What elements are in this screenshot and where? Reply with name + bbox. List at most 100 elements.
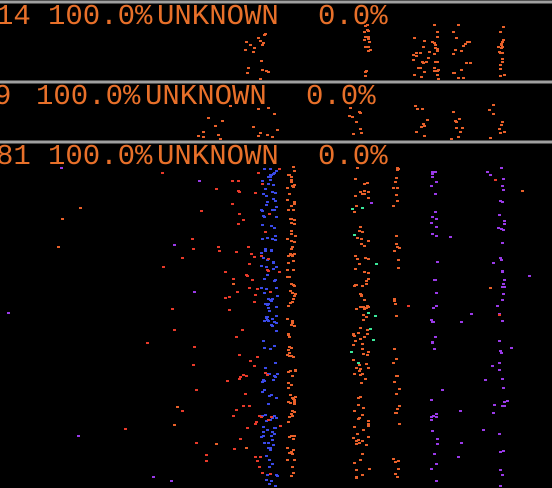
dot (231, 180, 234, 182)
dot (498, 51, 501, 53)
dot (492, 262, 495, 264)
dot (500, 167, 503, 169)
dot (221, 120, 224, 122)
dot (426, 119, 429, 121)
dot (361, 453, 364, 455)
dot (348, 115, 351, 117)
dot (503, 401, 506, 403)
dot (266, 274, 269, 276)
dot (367, 351, 370, 353)
dot (397, 468, 400, 470)
dot (395, 393, 398, 395)
dot (422, 46, 425, 48)
dot (293, 411, 296, 413)
dot (364, 75, 367, 77)
dot (290, 205, 293, 207)
dot (292, 269, 295, 271)
dot (235, 251, 238, 253)
dot (356, 167, 359, 169)
dot (258, 466, 261, 468)
dot (291, 322, 294, 324)
dot (499, 257, 502, 259)
dot (436, 31, 439, 33)
dot (363, 31, 366, 33)
dot (455, 121, 458, 123)
dot (275, 287, 278, 289)
dot (262, 193, 265, 195)
dot (355, 440, 358, 442)
dot (501, 299, 504, 301)
dot (260, 416, 263, 418)
dot (357, 397, 360, 399)
dot (257, 108, 260, 110)
dot (423, 135, 426, 137)
dot (260, 287, 263, 289)
dot (291, 410, 294, 412)
dot (367, 312, 370, 314)
dot (262, 42, 265, 44)
dot (237, 180, 240, 182)
dot (292, 356, 295, 358)
dot (267, 107, 270, 109)
dot (261, 183, 264, 185)
dot (430, 319, 433, 321)
dot (275, 170, 278, 172)
dot (354, 340, 357, 342)
dot (232, 415, 235, 417)
dot (436, 443, 439, 445)
dot (423, 40, 426, 42)
dot (425, 61, 428, 63)
dot (287, 349, 290, 351)
dot (364, 36, 367, 38)
dot (291, 320, 294, 322)
dot (501, 242, 504, 244)
dot (392, 458, 395, 460)
dot (275, 216, 278, 218)
dot (433, 42, 436, 44)
dot (434, 171, 437, 173)
dot (452, 72, 455, 74)
dot (214, 125, 217, 127)
dot (262, 426, 265, 428)
dot (291, 246, 294, 248)
dot (502, 450, 505, 452)
dot (395, 243, 398, 245)
dot (499, 485, 502, 487)
percent: 100.0% (48, 0, 153, 33)
dot (162, 266, 165, 268)
dot (271, 238, 274, 240)
dot (393, 381, 396, 383)
dot (499, 451, 502, 453)
dot (286, 447, 289, 449)
dot (289, 370, 292, 372)
dot (499, 64, 502, 66)
dot (501, 58, 504, 60)
dot (361, 348, 364, 350)
dot (397, 460, 400, 462)
dot (269, 174, 272, 176)
dot (267, 320, 270, 322)
dot (450, 138, 453, 140)
dot (170, 480, 173, 482)
dot (433, 348, 436, 350)
dot (435, 416, 438, 418)
dot (501, 201, 504, 203)
dot (279, 425, 282, 427)
dot (244, 49, 247, 51)
dot (433, 67, 436, 69)
dot (501, 52, 504, 54)
dot (359, 191, 362, 193)
dot (287, 305, 290, 307)
dot (265, 204, 268, 206)
dot (489, 174, 492, 176)
dot (360, 294, 363, 296)
dot (265, 455, 268, 457)
dot (355, 205, 358, 207)
dot (367, 191, 370, 193)
dot (287, 255, 290, 257)
dot (367, 38, 370, 40)
dot (360, 238, 363, 240)
dot (356, 258, 359, 260)
dot (272, 198, 275, 200)
